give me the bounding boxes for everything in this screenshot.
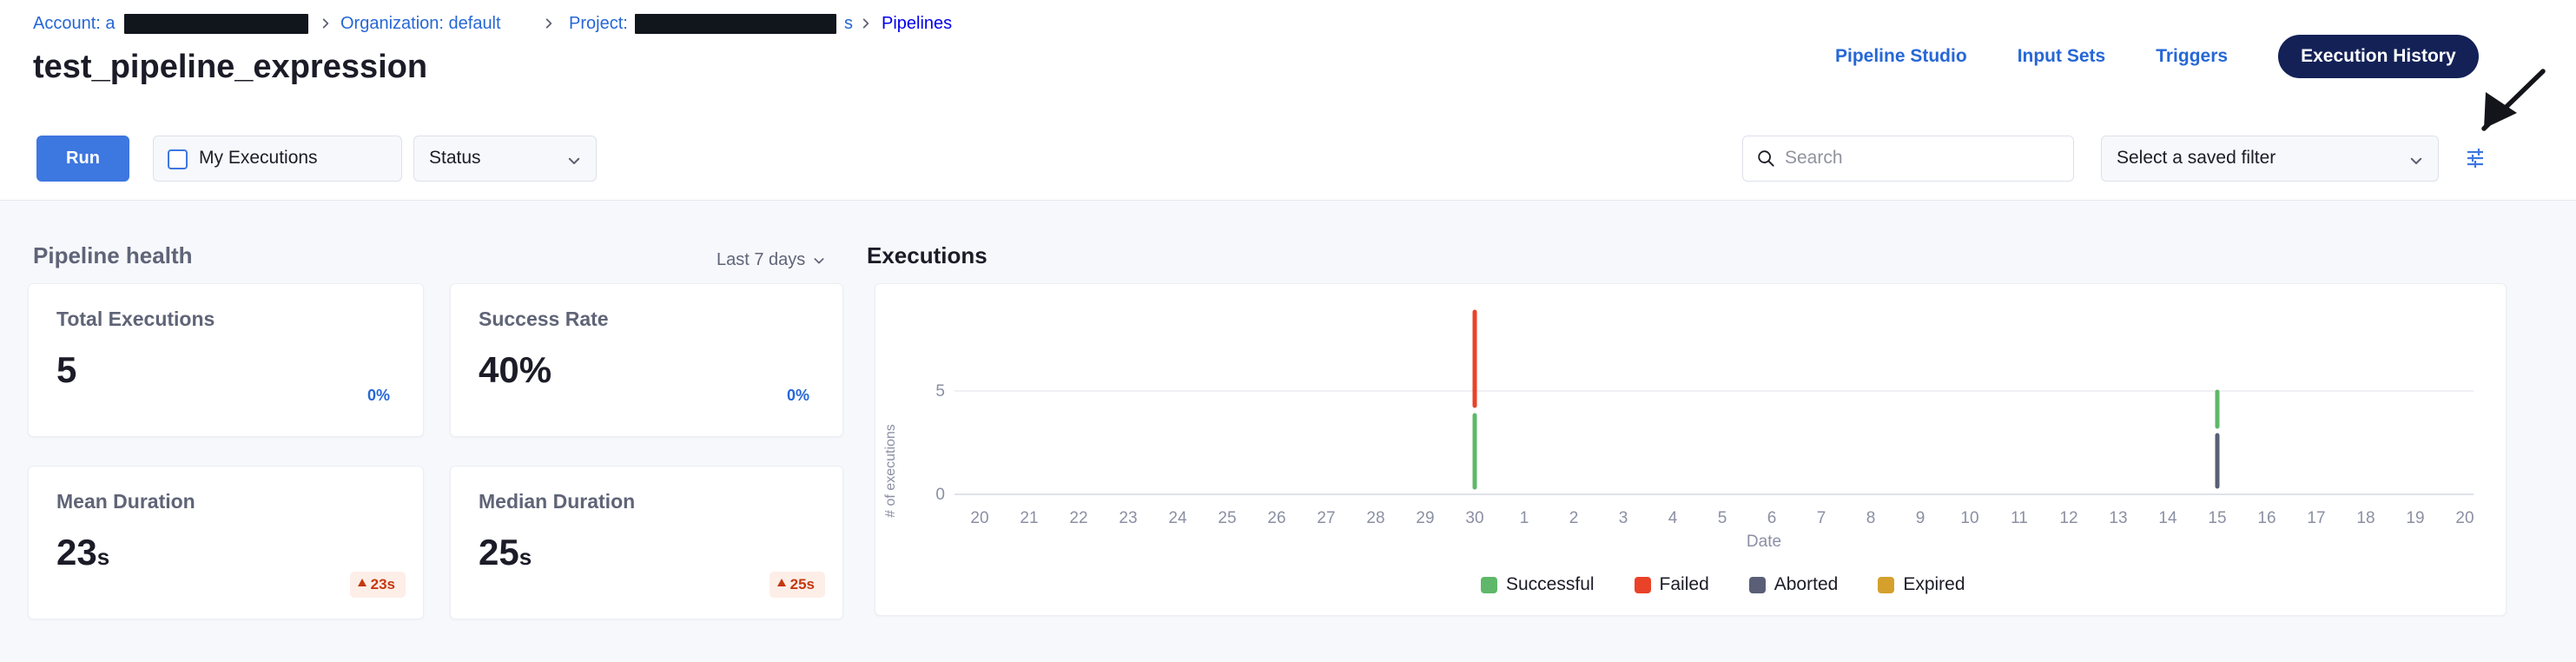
svg-text:26: 26 xyxy=(1267,509,1285,527)
svg-text:2: 2 xyxy=(1569,509,1579,527)
svg-text:22: 22 xyxy=(1069,509,1087,527)
svg-text:24: 24 xyxy=(1168,509,1187,527)
svg-text:29: 29 xyxy=(1416,509,1434,527)
svg-text:17: 17 xyxy=(2307,509,2325,527)
svg-text:16: 16 xyxy=(2257,509,2275,527)
svg-text:6: 6 xyxy=(1767,509,1777,527)
svg-text:0: 0 xyxy=(935,486,945,504)
svg-text:7: 7 xyxy=(1817,509,1826,527)
svg-text:4: 4 xyxy=(1668,509,1678,527)
svg-text:30: 30 xyxy=(1465,509,1483,527)
svg-text:28: 28 xyxy=(1366,509,1384,527)
svg-text:23: 23 xyxy=(1119,509,1137,527)
svg-text:25: 25 xyxy=(1218,509,1236,527)
svg-text:12: 12 xyxy=(2059,509,2077,527)
svg-text:5: 5 xyxy=(1718,509,1727,527)
svg-text:1: 1 xyxy=(1520,509,1529,527)
svg-text:# of executions: # of executions xyxy=(883,424,898,518)
svg-text:20: 20 xyxy=(970,509,988,527)
svg-text:11: 11 xyxy=(2011,509,2028,527)
svg-text:14: 14 xyxy=(2158,509,2177,527)
svg-text:Date: Date xyxy=(1747,533,1781,551)
svg-text:5: 5 xyxy=(935,382,945,401)
svg-text:8: 8 xyxy=(1866,509,1876,527)
svg-text:19: 19 xyxy=(2406,509,2424,527)
svg-text:18: 18 xyxy=(2356,509,2375,527)
svg-text:15: 15 xyxy=(2208,509,2226,527)
svg-text:9: 9 xyxy=(1916,509,1925,527)
svg-text:20: 20 xyxy=(2455,509,2474,527)
svg-text:3: 3 xyxy=(1619,509,1628,527)
svg-text:10: 10 xyxy=(1960,509,1978,527)
svg-text:21: 21 xyxy=(1020,509,1038,527)
svg-text:13: 13 xyxy=(2109,509,2127,527)
svg-text:27: 27 xyxy=(1317,509,1335,527)
